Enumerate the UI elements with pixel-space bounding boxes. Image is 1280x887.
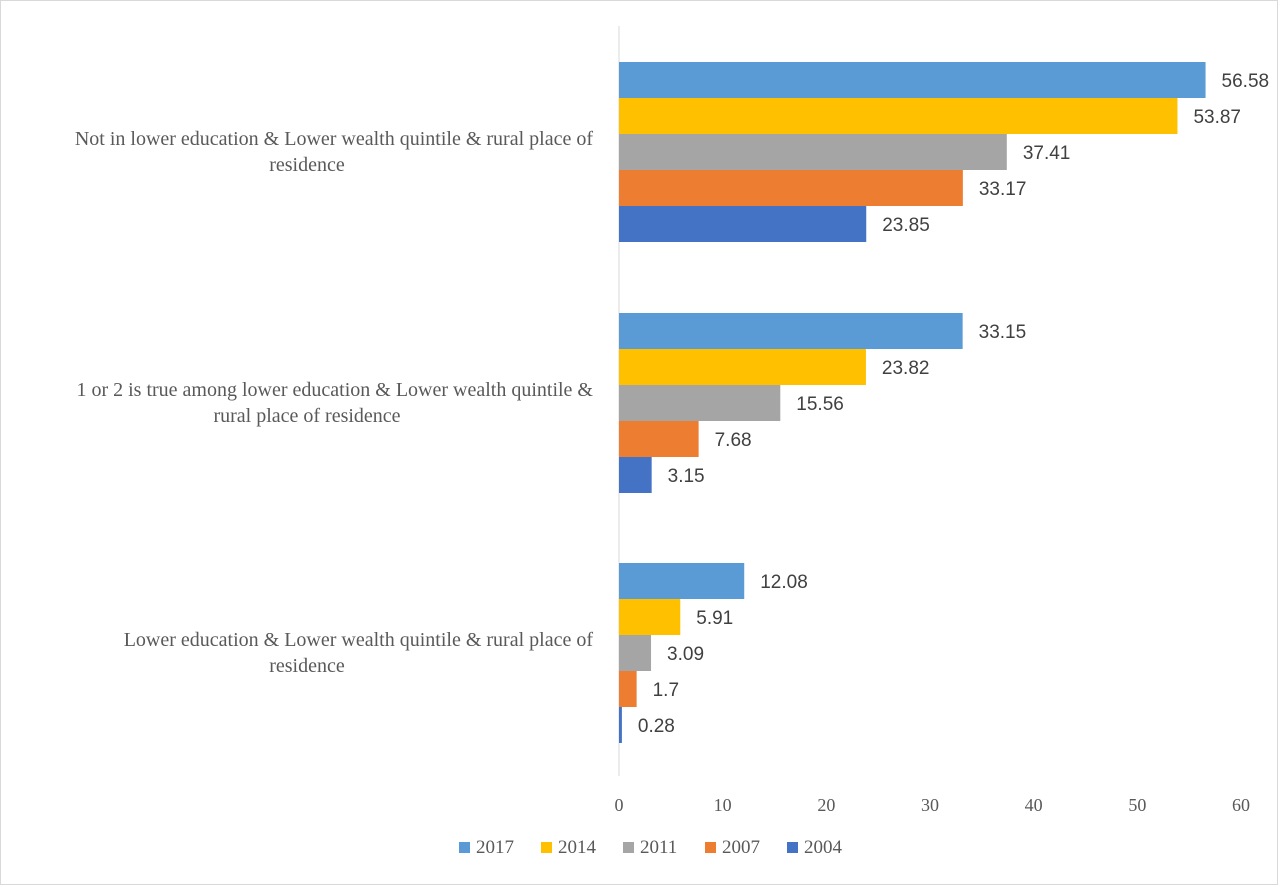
legend-swatch-2007 — [705, 842, 716, 853]
data-label: 0.28 — [638, 716, 675, 737]
legend-label: 2014 — [558, 837, 597, 858]
data-label: 1.7 — [653, 680, 679, 701]
x-tick-label: 60 — [1232, 795, 1250, 815]
x-tick-label: 50 — [1128, 795, 1146, 815]
bar-2007 — [619, 170, 963, 206]
category-label: residence — [269, 154, 345, 176]
legend: 2017 2014 2011 2007 2004 — [459, 837, 843, 858]
bar-2007 — [619, 671, 637, 707]
x-tick-label: 30 — [921, 795, 939, 815]
data-label: 56.58 — [1222, 71, 1270, 92]
legend-swatch-2004 — [787, 842, 798, 853]
bar-2014 — [619, 98, 1178, 134]
legend-label: 2007 — [722, 837, 760, 858]
bars-layer — [619, 62, 1206, 743]
category-label: Not in lower education & Lower wealth qu… — [75, 128, 594, 150]
bar-2017 — [619, 62, 1206, 98]
data-label: 37.41 — [1023, 143, 1071, 164]
category-label: rural place of residence — [213, 405, 400, 427]
x-tick-label: 10 — [714, 795, 732, 815]
legend-label: 2011 — [640, 837, 677, 858]
bar-2014 — [619, 599, 681, 635]
data-label: 15.56 — [796, 394, 844, 415]
legend-swatch-2011 — [623, 842, 634, 853]
legend-swatch-2014 — [541, 842, 552, 853]
bar-2017 — [619, 313, 963, 349]
bar-2014 — [619, 349, 866, 385]
data-label: 3.15 — [668, 466, 705, 487]
data-label: 23.82 — [882, 358, 930, 379]
bar-2004 — [619, 206, 867, 242]
category-label: Lower education & Lower wealth quintile … — [124, 629, 594, 651]
data-label: 3.09 — [667, 644, 704, 665]
x-tick-label: 40 — [1025, 795, 1043, 815]
bar-2004 — [619, 457, 652, 493]
bar-2004 — [619, 707, 622, 743]
data-label: 7.68 — [715, 430, 752, 451]
data-label: 12.08 — [760, 572, 808, 593]
legend-label: 2017 — [476, 837, 514, 858]
bar-2011 — [619, 635, 652, 671]
labels-layer: Not in lower education & Lower wealth qu… — [75, 71, 1269, 737]
x-tick-label: 0 — [615, 795, 624, 815]
category-label: residence — [269, 655, 345, 677]
bar-2011 — [619, 385, 781, 421]
data-label: 23.85 — [882, 215, 930, 236]
x-tick-label: 20 — [817, 795, 835, 815]
bar-2017 — [619, 563, 745, 599]
legend-label: 2004 — [804, 837, 843, 858]
data-label: 5.91 — [696, 608, 733, 629]
data-label: 33.17 — [979, 179, 1027, 200]
bar-2011 — [619, 134, 1007, 170]
legend-swatch-2017 — [459, 842, 470, 853]
category-label: 1 or 2 is true among lower education & L… — [76, 379, 593, 401]
data-label: 33.15 — [979, 322, 1027, 343]
bar-2007 — [619, 421, 699, 457]
data-label: 53.87 — [1193, 107, 1241, 128]
